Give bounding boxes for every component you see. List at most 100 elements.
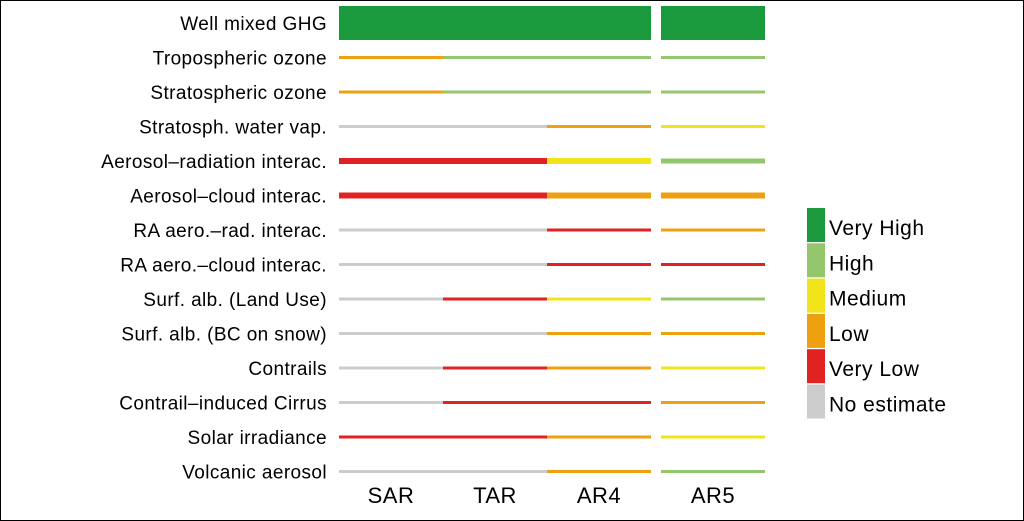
- legend-label: Very High: [829, 217, 925, 240]
- cell-sar-very-high: [339, 6, 443, 40]
- column-label-tar: TAR: [473, 483, 517, 508]
- legend-item-very-high: Very High: [807, 208, 925, 242]
- cell-tar-very-low: [443, 435, 547, 439]
- chart-rows: Well mixed GHG Tropospheric ozone Stratosp…: [101, 6, 765, 484]
- cell-ar4-low: [547, 192, 651, 199]
- cell-sar-no-estimate: [339, 228, 443, 232]
- cell-tar-very-low: [443, 158, 547, 164]
- cell-tar-no-estimate: [443, 470, 547, 473]
- cell-sar-no-estimate: [339, 401, 443, 404]
- cell-sar-no-estimate: [339, 125, 443, 128]
- row-label: Contrails: [248, 359, 327, 380]
- cell-sar-very-low: [339, 192, 443, 199]
- cell-ar4-low: [547, 125, 651, 128]
- row-ra-aero-rad-interac: RA aero.–rad. interac.: [133, 221, 765, 242]
- cell-ar5-low: [661, 332, 765, 335]
- row-label: Aerosol–radiation interac.: [101, 152, 327, 173]
- row-label: Surf. alb. (Land Use): [143, 290, 327, 311]
- cell-sar-low: [339, 56, 443, 59]
- cell-ar5-low: [661, 192, 765, 199]
- row-aerosol-cloud-interac: Aerosol–cloud interac.: [130, 187, 765, 208]
- cell-ar4-very-low: [547, 228, 651, 232]
- row-contrails: Contrails: [248, 359, 765, 380]
- column-labels: SAR TAR AR4 AR5: [368, 483, 735, 508]
- cell-ar4-low: [547, 332, 651, 335]
- cell-ar5-medium: [661, 435, 765, 439]
- row-stratospheric-ozone: Stratospheric ozone: [150, 83, 765, 104]
- row-ra-aero-cloud-interac: RA aero.–cloud interac.: [120, 256, 765, 277]
- legend-item-high: High: [807, 243, 874, 278]
- cell-ar5-high: [661, 90, 765, 94]
- cell-ar5-high: [661, 158, 765, 164]
- cell-ar5-high: [661, 470, 765, 473]
- row-label: RA aero.–rad. interac.: [133, 221, 327, 242]
- cell-ar5-low: [661, 401, 765, 404]
- row-volcanic-aerosol: Volcanic aerosol: [182, 463, 765, 484]
- cell-ar5-low: [661, 228, 765, 232]
- legend-label: High: [829, 252, 874, 275]
- cell-tar-high: [443, 90, 547, 94]
- row-surf-alb-land-use: Surf. alb. (Land Use): [143, 290, 765, 311]
- legend-item-low: Low: [807, 313, 869, 348]
- cell-sar-very-low: [339, 158, 443, 164]
- row-tropospheric-ozone: Tropospheric ozone: [153, 49, 765, 70]
- legend-swatch: [807, 384, 825, 419]
- cell-tar-very-low: [443, 366, 547, 370]
- legend-swatch: [807, 349, 825, 384]
- cell-tar-very-low: [443, 192, 547, 199]
- row-label: Aerosol–cloud interac.: [130, 187, 327, 208]
- row-label: Solar irradiance: [188, 428, 327, 449]
- legend-label: No estimate: [829, 394, 947, 417]
- cell-sar-no-estimate: [339, 470, 443, 473]
- row-label: Contrail–induced Cirrus: [119, 394, 327, 415]
- legend-swatch: [807, 313, 825, 348]
- legend-swatch: [807, 243, 825, 278]
- row-label: Tropospheric ozone: [153, 49, 327, 70]
- cell-sar-no-estimate: [339, 366, 443, 370]
- cell-ar4-very-high: [547, 6, 651, 40]
- legend-label: Low: [829, 323, 869, 346]
- cell-tar-no-estimate: [443, 125, 547, 128]
- legend-item-no-estimate: No estimate: [807, 384, 947, 419]
- cell-ar4-medium: [547, 158, 651, 164]
- legend-swatch: [807, 278, 825, 313]
- cell-sar-no-estimate: [339, 332, 443, 335]
- cell-tar-no-estimate: [443, 263, 547, 266]
- row-stratosph-water-vap: Stratosph. water vap.: [139, 118, 765, 139]
- row-solar-irradiance: Solar irradiance: [188, 428, 765, 449]
- cell-ar5-medium: [661, 125, 765, 128]
- cell-tar-very-low: [443, 297, 547, 301]
- cell-tar-very-high: [443, 6, 547, 40]
- cell-ar4-very-low: [547, 263, 651, 266]
- row-surf-alb-bc-on-snow: Surf. alb. (BC on snow): [121, 325, 765, 346]
- cell-ar4-low: [547, 435, 651, 439]
- legend-label: Medium: [829, 288, 907, 311]
- row-label: Volcanic aerosol: [182, 463, 327, 484]
- row-aerosol-radiation-interac: Aerosol–radiation interac.: [101, 152, 765, 173]
- cell-ar5-high: [661, 297, 765, 301]
- row-label: Stratosph. water vap.: [139, 118, 327, 139]
- cell-sar-no-estimate: [339, 297, 443, 301]
- legend: Very High High Medium Low Very Low No estimat…: [807, 208, 947, 419]
- cell-ar4-very-low: [547, 401, 651, 404]
- cell-sar-low: [339, 90, 443, 94]
- cell-ar4-high: [547, 56, 651, 59]
- cell-tar-no-estimate: [443, 332, 547, 335]
- cell-ar4-low: [547, 470, 651, 473]
- column-label-ar5: AR5: [691, 483, 735, 508]
- cell-sar-very-low: [339, 435, 443, 439]
- cell-ar5-medium: [661, 366, 765, 370]
- legend-label: Very Low: [829, 358, 920, 381]
- row-contrail-induced-cirrus: Contrail–induced Cirrus: [119, 394, 765, 415]
- cell-tar-high: [443, 56, 547, 59]
- cell-ar5-very-high: [661, 6, 765, 40]
- cell-ar5-very-low: [661, 263, 765, 266]
- cell-ar4-high: [547, 90, 651, 94]
- cell-ar4-medium: [547, 297, 651, 301]
- cell-sar-no-estimate: [339, 263, 443, 266]
- row-label: RA aero.–cloud interac.: [120, 256, 327, 277]
- legend-swatch: [807, 208, 825, 242]
- row-label: Well mixed GHG: [180, 14, 327, 35]
